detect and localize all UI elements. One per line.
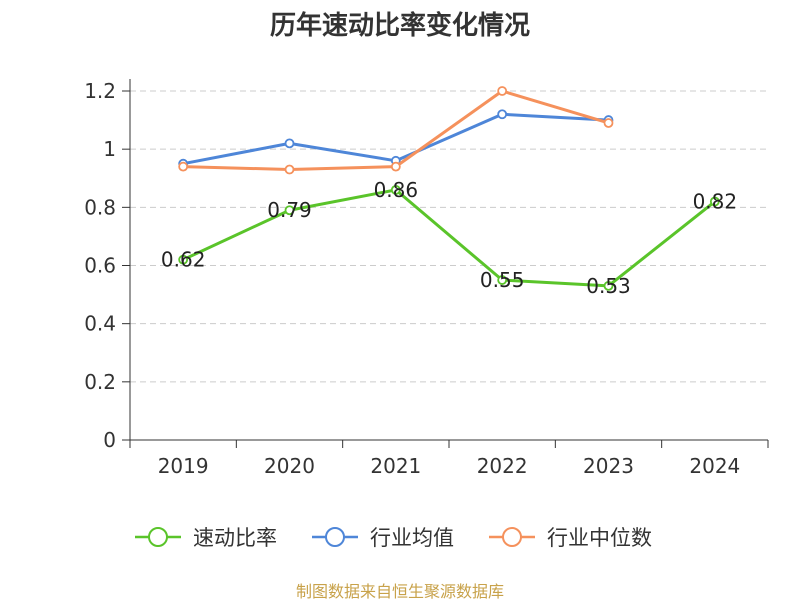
- data-point[interactable]: [178, 161, 189, 172]
- data-point[interactable]: [603, 280, 614, 291]
- series-line: [182, 188, 716, 288]
- data-point[interactable]: [284, 138, 295, 149]
- y-tick-label: 0.2: [84, 370, 116, 394]
- y-tick-label: 0.6: [84, 254, 116, 278]
- data-point[interactable]: [390, 161, 401, 172]
- data-point[interactable]: [497, 86, 508, 96]
- series: [178, 86, 720, 291]
- y-tick-label: 0: [103, 428, 116, 452]
- data-labels: 0.62 0.79 0.86 0.55 0.53 0.82: [161, 178, 737, 298]
- y-tick-label: 0.8: [84, 195, 116, 219]
- data-point[interactable]: [497, 275, 508, 285]
- data-label: 0.79: [267, 198, 312, 222]
- y-tick-label: 1.2: [84, 79, 116, 103]
- legend[interactable]: 速动比率 行业均值 行业中位数: [135, 526, 652, 550]
- data-point[interactable]: [603, 118, 614, 128]
- legend-label: 行业均值: [370, 526, 454, 550]
- data-point[interactable]: [178, 254, 189, 265]
- legend-label: 行业中位数: [547, 526, 652, 550]
- grid: [130, 90, 768, 383]
- legend-item[interactable]: 行业均值: [312, 526, 454, 550]
- data-point[interactable]: [284, 205, 295, 216]
- data-label: 0.82: [693, 190, 738, 214]
- x-tick-label: 2021: [370, 454, 421, 478]
- x-tick-label: 2024: [689, 454, 740, 478]
- x-tick-label: 2020: [264, 454, 315, 478]
- data-label: 0.62: [161, 248, 206, 272]
- x-tick-label: 2023: [583, 454, 634, 478]
- data-label: 0.86: [374, 178, 419, 202]
- x-tick-label: 2022: [477, 454, 528, 478]
- data-label: 0.53: [586, 274, 631, 298]
- legend-marker: [325, 527, 345, 547]
- data-point[interactable]: [497, 109, 508, 120]
- data-point[interactable]: [709, 196, 720, 207]
- legend-marker: [148, 527, 168, 547]
- data-point[interactable]: [284, 164, 295, 175]
- source-note: 制图数据来自恒生聚源数据库: [295, 582, 504, 601]
- y-tick-label: 0.4: [84, 312, 116, 336]
- y-tick-label: 1: [103, 137, 116, 161]
- chart-title: 历年速动比率变化情况: [270, 10, 530, 41]
- legend-item[interactable]: 行业中位数: [489, 526, 652, 550]
- data-point[interactable]: [390, 184, 401, 195]
- x-tick-label: 2019: [158, 454, 209, 478]
- legend-item[interactable]: 速动比率: [135, 526, 277, 550]
- axes: 0 0.2 0.4 0.6 0.8 1 1.2 2019 2020 2021 2022 2023 202…: [84, 79, 769, 478]
- legend-label: 速动比率: [193, 526, 277, 550]
- data-label: 0.55: [480, 268, 525, 292]
- legend-marker: [502, 527, 522, 547]
